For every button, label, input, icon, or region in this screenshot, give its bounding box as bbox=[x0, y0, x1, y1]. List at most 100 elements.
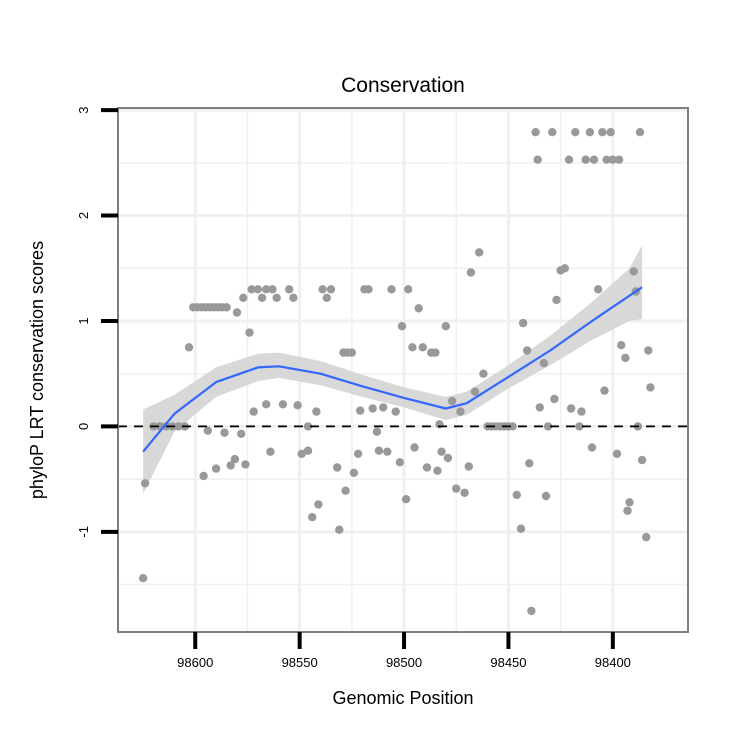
data-point bbox=[391, 407, 400, 416]
smooth-trend-line bbox=[142, 286, 643, 453]
data-point bbox=[303, 422, 313, 431]
data-point bbox=[608, 155, 617, 164]
data-point bbox=[199, 471, 208, 481]
data-point bbox=[443, 453, 453, 463]
data-point bbox=[303, 446, 313, 455]
data-point bbox=[245, 328, 254, 337]
data-point bbox=[581, 155, 590, 164]
confidence-band-area bbox=[143, 245, 643, 494]
data-point bbox=[395, 458, 405, 467]
data-point bbox=[548, 128, 557, 137]
data-point bbox=[297, 449, 306, 458]
data-point bbox=[585, 128, 595, 137]
data-point bbox=[401, 495, 411, 504]
data-point bbox=[617, 341, 626, 350]
data-point bbox=[230, 454, 240, 464]
data-point bbox=[184, 343, 194, 352]
y-axis-title: phyloP LRT conservation scores bbox=[27, 241, 47, 499]
data-point bbox=[268, 285, 277, 294]
data-point bbox=[335, 525, 344, 534]
data-point bbox=[289, 293, 298, 302]
data-point bbox=[539, 358, 549, 368]
data-point bbox=[308, 512, 317, 522]
y-tick-label: 1 bbox=[76, 317, 91, 324]
chart-title: Conservation bbox=[341, 74, 465, 97]
data-point bbox=[470, 387, 480, 396]
data-point bbox=[466, 268, 476, 277]
data-point bbox=[460, 488, 469, 497]
data-point bbox=[241, 460, 250, 469]
data-point bbox=[550, 394, 559, 404]
data-point bbox=[278, 400, 288, 409]
data-point bbox=[637, 455, 647, 465]
data-point bbox=[138, 574, 148, 583]
data-point bbox=[600, 386, 609, 395]
smooth-line-path bbox=[142, 286, 643, 453]
data-point bbox=[239, 293, 248, 302]
data-point bbox=[174, 422, 183, 431]
data-point bbox=[566, 404, 576, 413]
data-point bbox=[525, 459, 534, 468]
data-point bbox=[612, 449, 622, 458]
data-point bbox=[293, 401, 302, 410]
data-point bbox=[644, 346, 653, 355]
data-point bbox=[635, 128, 645, 137]
data-point bbox=[285, 285, 294, 294]
data-point bbox=[266, 447, 275, 456]
data-point bbox=[408, 343, 417, 352]
data-point bbox=[422, 463, 432, 472]
data-point bbox=[356, 406, 365, 415]
data-point bbox=[475, 248, 484, 257]
data-point bbox=[447, 396, 457, 406]
data-point bbox=[262, 285, 271, 294]
data-point bbox=[368, 404, 377, 413]
data-point bbox=[140, 479, 150, 488]
data-point bbox=[594, 285, 603, 294]
y-axis-ticks: -1 0 1 2 3 bbox=[76, 106, 118, 538]
data-point bbox=[527, 606, 536, 616]
data-point bbox=[253, 285, 263, 294]
data-point bbox=[353, 449, 363, 458]
data-point bbox=[441, 322, 450, 331]
data-point bbox=[543, 422, 553, 431]
data-point bbox=[374, 446, 384, 455]
data-point bbox=[646, 383, 655, 392]
data-point bbox=[602, 155, 611, 164]
data-point bbox=[456, 407, 465, 416]
data-point bbox=[262, 400, 271, 409]
data-point bbox=[414, 304, 423, 313]
data-point bbox=[318, 285, 327, 294]
data-point bbox=[642, 532, 651, 542]
data-point bbox=[587, 443, 597, 452]
gridlines bbox=[118, 108, 688, 632]
data-point bbox=[452, 484, 461, 493]
data-point bbox=[257, 293, 267, 302]
data-point bbox=[531, 128, 540, 137]
y-tick-label: 3 bbox=[76, 106, 91, 113]
y-tick-label: 0 bbox=[76, 423, 91, 430]
data-point bbox=[383, 447, 392, 456]
data-point bbox=[387, 285, 396, 294]
data-point bbox=[222, 303, 231, 312]
data-point bbox=[410, 443, 419, 452]
data-point bbox=[533, 155, 542, 164]
data-point bbox=[349, 468, 359, 477]
data-point bbox=[237, 429, 246, 438]
data-point bbox=[541, 491, 551, 501]
x-tick-label: 98400 bbox=[595, 655, 631, 670]
data-point bbox=[220, 428, 229, 437]
data-point bbox=[552, 295, 561, 305]
data-point bbox=[512, 490, 521, 500]
data-point bbox=[431, 348, 440, 357]
data-point bbox=[564, 155, 574, 164]
data-point bbox=[341, 486, 350, 495]
data-point bbox=[226, 461, 235, 470]
data-point bbox=[518, 318, 528, 328]
data-point bbox=[314, 500, 323, 509]
data-point bbox=[577, 407, 586, 416]
data-point bbox=[621, 353, 630, 363]
data-point bbox=[326, 285, 336, 294]
data-point bbox=[379, 403, 388, 412]
data-point bbox=[333, 463, 342, 472]
data-point bbox=[364, 285, 373, 294]
